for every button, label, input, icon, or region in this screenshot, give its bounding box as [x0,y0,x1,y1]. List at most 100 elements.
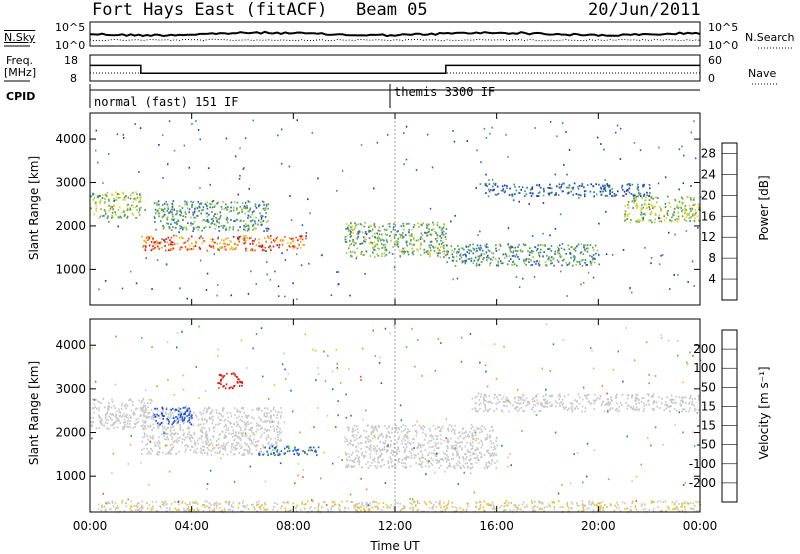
data-cell [515,408,517,410]
data-cell [432,435,434,438]
freq-label-line2: [MHz] [4,66,37,79]
data-cell [652,400,655,403]
data-cell [652,402,655,405]
data-cell [123,215,126,217]
data-cell [481,441,483,444]
data-cell [192,437,194,439]
data-cell [479,507,481,510]
noise-cell [134,123,136,125]
data-cell [381,458,384,461]
data-cell [214,241,216,244]
data-cell [144,409,146,412]
data-cell [143,413,145,416]
data-cell [680,396,683,399]
data-cell [188,244,191,247]
data-cell [272,408,275,411]
data-cell [562,259,564,262]
data-cell [424,433,427,435]
data-cell [628,404,630,407]
data-cell [147,402,149,404]
data-cell [206,451,209,454]
noise-cell [616,124,619,127]
data-cell [566,264,568,266]
data-cell [184,445,186,447]
data-cell [423,248,425,251]
data-cell [419,463,422,466]
data-cell [348,456,350,458]
data-cell [473,431,475,434]
data-cell [590,183,593,186]
data-cell [358,461,361,463]
data-cell [218,438,220,440]
data-cell [194,449,196,452]
data-cell [557,194,560,196]
data-cell [459,507,461,510]
data-cell [206,408,208,411]
data-cell [245,223,247,225]
data-cell [225,203,228,206]
data-cell [422,222,424,225]
data-cell [255,449,258,451]
data-cell [393,235,396,238]
noise-cell [479,183,482,185]
data-cell [498,248,500,251]
data-cell [432,505,434,508]
data-cell [514,246,517,249]
frequency-line [90,64,700,74]
data-cell [367,229,370,232]
data-cell [367,467,370,469]
data-cell [278,453,281,456]
data-cell [451,253,454,256]
data-cell [345,452,347,455]
data-cell [380,239,382,242]
data-cell [599,502,601,505]
data-cell [126,422,129,425]
data-cell [367,440,370,443]
noise-cell [217,236,219,239]
data-cell [286,450,289,453]
data-cell [494,193,497,196]
data-cell [138,399,140,402]
data-cell [131,404,134,406]
data-cell [424,465,427,467]
noise-cell [364,273,366,275]
data-cell [681,202,683,205]
data-cell [127,420,129,422]
data-cell [160,506,162,509]
data-cell [693,407,696,410]
data-cell [530,249,533,252]
data-cell [244,207,247,210]
data-cell [175,419,178,422]
data-cell [396,230,398,233]
data-cell [159,417,161,419]
data-cell [237,431,240,434]
data-cell [551,403,553,406]
data-cell [266,450,268,453]
data-cell [471,466,474,468]
data-cell [258,416,260,419]
data-cell [97,400,99,403]
noise-cell [277,134,279,137]
data-cell [377,247,379,250]
data-cell [391,431,393,434]
data-cell [267,207,269,210]
data-cell [423,500,426,503]
data-cell [123,412,126,415]
data-cell [694,409,696,412]
data-cell [206,442,208,445]
data-cell [426,250,428,253]
data-cell [681,210,683,213]
data-cell [381,448,384,451]
data-cell [232,372,235,375]
data-cell [664,203,667,205]
data-cell [407,430,409,433]
noise-cell [145,257,147,260]
data-cell [531,252,533,255]
data-cell [573,247,575,250]
data-cell [253,444,256,447]
data-cell [202,409,205,412]
data-cell [496,444,498,447]
data-cell [209,439,212,441]
noise-cell [188,166,190,169]
data-cell [244,435,247,438]
